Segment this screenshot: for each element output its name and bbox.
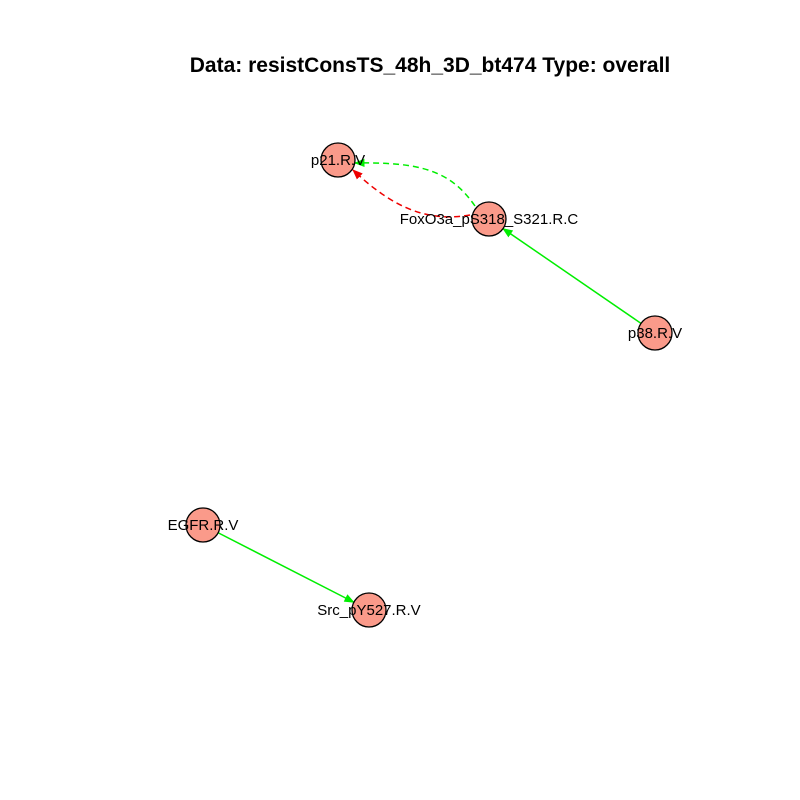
- edge-foxo3a-to-p21-green: [353, 158, 476, 207]
- node-circle-egfr: [185, 507, 221, 543]
- node-circle-foxo3a: [471, 201, 507, 237]
- edge-foxo3a-to-p21-red: [352, 169, 471, 218]
- node-foxo3a: FoxO3a_pS318_S321.R.C: [400, 201, 579, 237]
- node-p38: p38.R.V: [628, 315, 682, 351]
- node-egfr: EGFR.R.V: [168, 507, 239, 543]
- node-circle-p38: [637, 315, 673, 351]
- node-label-foxo3a: FoxO3a_pS318_S321.R.C: [400, 211, 579, 228]
- plot-title: Data: resistConsTS_48h_3D_bt474 Type: ov…: [190, 54, 670, 77]
- node-label-egfr: EGFR.R.V: [168, 517, 239, 534]
- node-circle-p21: [320, 142, 356, 178]
- edge-egfr-to-src-green: [217, 532, 355, 603]
- node-src: Src_pY527.R.V: [317, 592, 421, 628]
- edge-p38-to-foxo3a-green: [502, 228, 642, 324]
- node-circle-src: [351, 592, 387, 628]
- node-label-p21: p21.R.V: [311, 152, 365, 169]
- node-p21: p21.R.V: [311, 142, 365, 178]
- nodes-layer: p21.R.V FoxO3a_pS318_S321.R.C p38.R.V EGFR.…: [168, 142, 682, 628]
- node-label-src: Src_pY527.R.V: [317, 602, 420, 619]
- edges-layer: [217, 158, 642, 603]
- node-label-p38: p38.R.V: [628, 325, 682, 342]
